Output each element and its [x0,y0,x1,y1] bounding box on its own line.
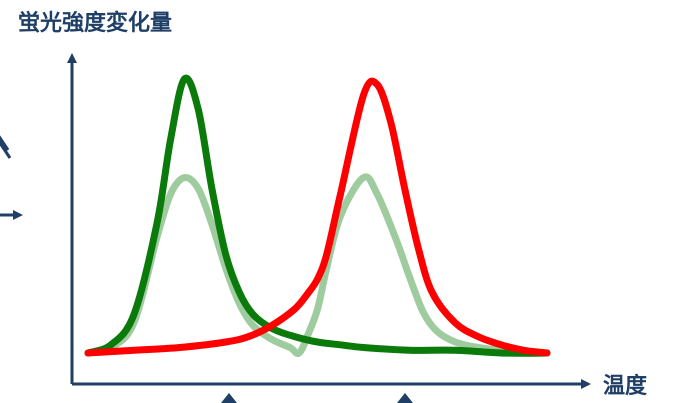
marker-arrow-icon [397,393,413,403]
series-line-1 [84,173,551,358]
x-axis-label: 温度 [603,373,648,399]
marker-arrow-icon [221,393,237,403]
series-line-2 [84,77,551,357]
series-layer [84,74,551,358]
y-axis-label: 蛍光強度変化量 [18,10,172,36]
series-line-0 [84,74,551,357]
left-cropped-glyph-icon [0,135,12,159]
